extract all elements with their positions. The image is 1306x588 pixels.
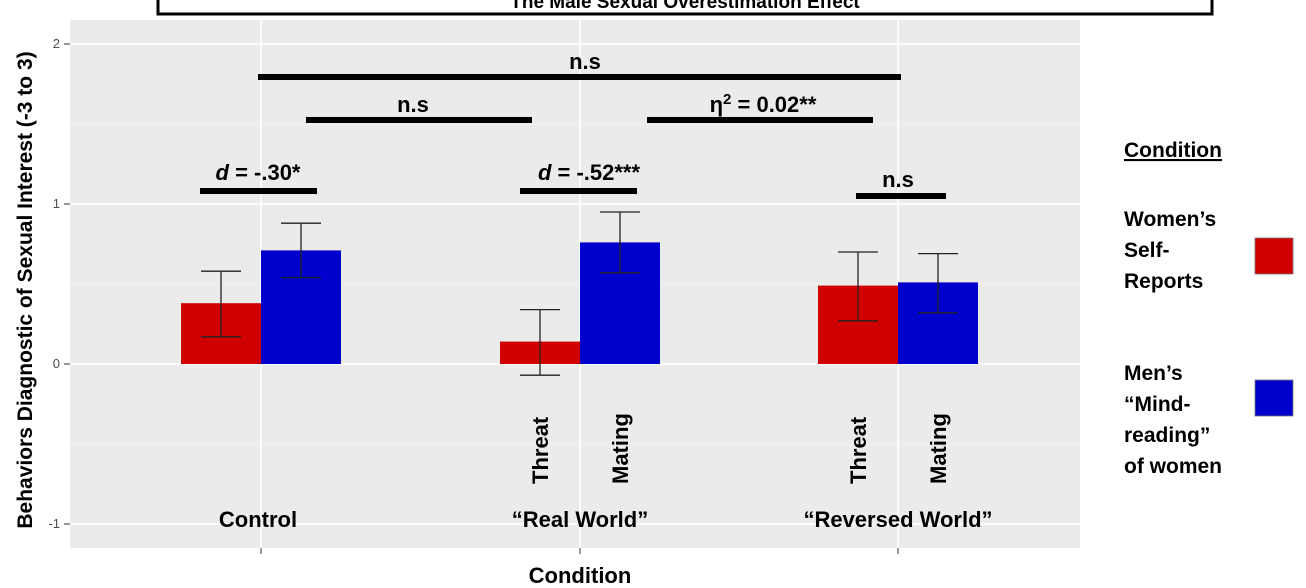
legend-label: Self- (1124, 239, 1170, 262)
y-tick-label: 0 (53, 356, 60, 371)
legend-items: Women’s Self- Reports Men’s “Mind-reading” of… (1124, 208, 1294, 478)
legend: Condition Women’s Self- Reports Men’s “Mind-… (1124, 139, 1294, 478)
annotation-label-mid-right: η2 = 0.02** (710, 91, 817, 118)
annotation-prefix-real-world: d (538, 160, 552, 185)
annotation-label-control: d = -.30* (216, 160, 301, 185)
chart-title: The Male Sexual Overestimation Effect (510, 0, 860, 13)
annotation-value-control: = -.30* (229, 160, 301, 185)
x-ticks (260, 548, 899, 554)
group-label: “Reversed World” (803, 507, 992, 532)
title-box: The Male Sexual Overestimation Effect (156, 0, 1214, 16)
annotation-prefix-control: d (216, 160, 230, 185)
legend-label: “Mind- (1124, 393, 1190, 416)
legend-label: Women’s (1124, 208, 1216, 231)
legend-label: Reports (1124, 270, 1203, 293)
annotation-label-reversed-world: n.s (882, 167, 914, 192)
bar-sublabels: Threat Mating Threat Mating (528, 413, 951, 484)
bar-sublabel: Mating (926, 413, 951, 484)
y-tick-label: 2 (53, 36, 60, 51)
y-axis-title: Behaviors Diagnostic of Sexual Interest … (14, 51, 37, 528)
eta-superscript: 2 (723, 91, 731, 108)
legend-swatch (1254, 237, 1294, 275)
group-labels: Control “Real World” “Reversed World” (219, 507, 993, 532)
annotation-value-real-world: = -.52*** (551, 160, 640, 185)
group-label: “Real World” (512, 507, 649, 532)
x-axis-title: Condition (529, 563, 632, 588)
eta-value: = 0.02** (731, 92, 816, 117)
bar-sublabel: Mating (608, 413, 633, 484)
eta-symbol: η (710, 92, 723, 117)
group-label: Control (219, 507, 297, 532)
annotation-label-real-world: d = -.52*** (538, 160, 641, 185)
legend-swatch (1254, 379, 1294, 417)
legend-title: Condition (1124, 139, 1222, 162)
y-tick-label: 1 (53, 196, 60, 211)
annotations: n.s n.s η2 = 0.02** d = -.30* d = -.52**… (200, 49, 946, 199)
y-ticks: -1 0 1 2 (48, 36, 70, 531)
annotation-label-mid-left: n.s (397, 92, 429, 117)
annotation-label-top: n.s (569, 49, 601, 74)
bar-sublabel: Threat (528, 416, 553, 484)
legend-label: Men’s (1124, 362, 1183, 385)
error-bars (201, 211, 958, 376)
title-frame (156, 0, 1214, 16)
bar-sublabel: Threat (846, 416, 871, 484)
legend-label: reading” (1124, 424, 1210, 447)
legend-label: of women (1124, 455, 1222, 478)
y-tick-label: -1 (48, 516, 60, 531)
